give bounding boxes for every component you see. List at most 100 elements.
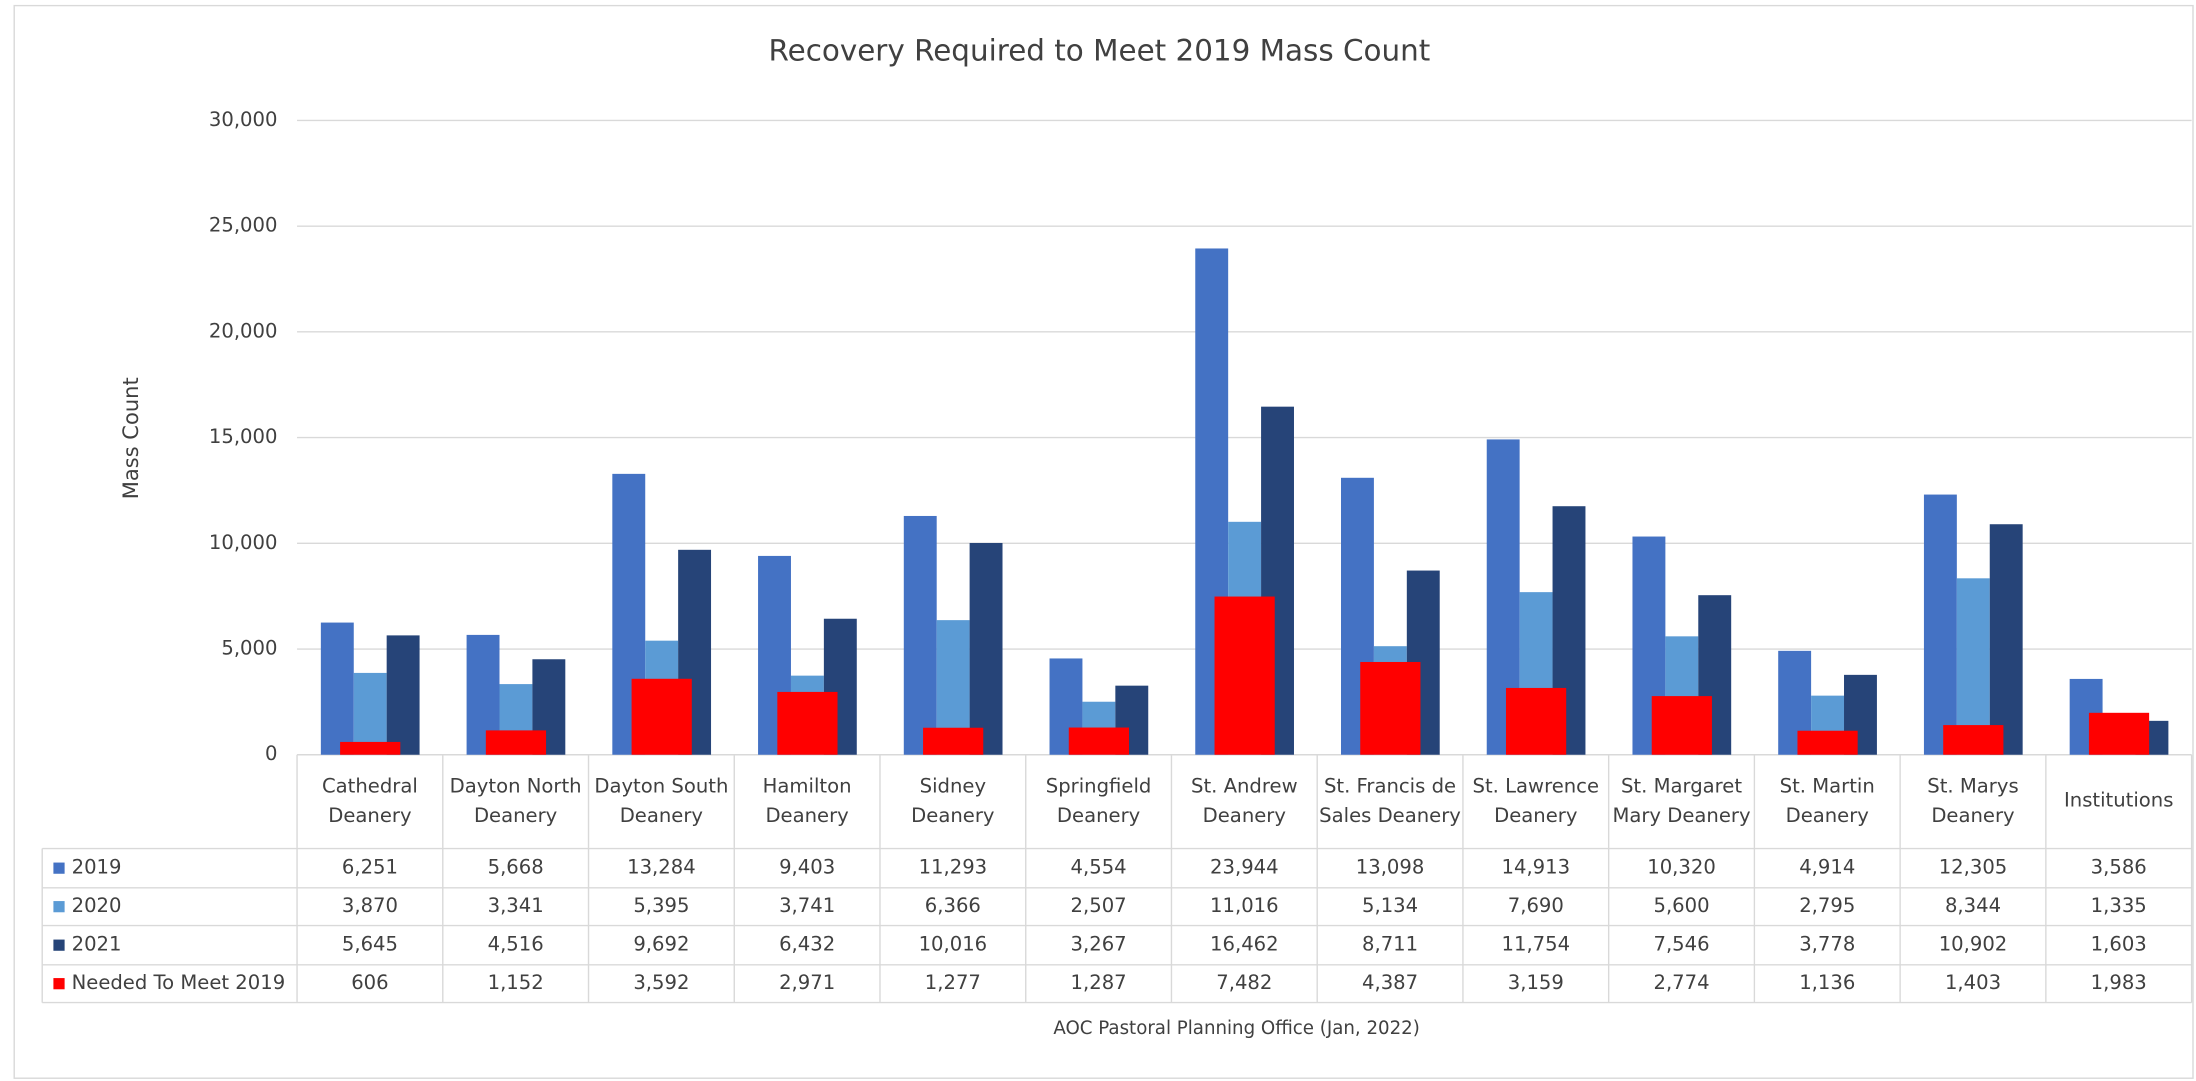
x-tick-label-box: St. Lawrence Deanery <box>1472 775 1600 827</box>
bar <box>1923 494 1957 755</box>
table-value: 10,320 <box>1647 856 1716 879</box>
table-value: 9,692 <box>633 933 689 956</box>
bar <box>1360 661 1421 755</box>
bar <box>1651 696 1712 755</box>
x-tick-label-box: St. Martin Deanery <box>1779 775 1875 827</box>
table-value: 606 <box>351 971 388 994</box>
table-value: 2,507 <box>1071 894 1127 917</box>
table-value: 7,546 <box>1653 933 1709 956</box>
x-tick-label: Hamilton Deanery <box>762 775 852 827</box>
table-value: 8,344 <box>1945 894 2001 917</box>
bar <box>1214 596 1275 755</box>
legend-label: 2020 <box>72 894 122 917</box>
x-tick-label-box: Institutions <box>2064 790 2173 812</box>
table-value: 7,482 <box>1216 971 1272 994</box>
bar <box>320 622 354 755</box>
bar <box>353 672 387 755</box>
table-value: 4,554 <box>1071 856 1127 879</box>
x-tick-label: St. Francis de Sales Deanery <box>1319 775 1461 827</box>
x-tick-label-box: Dayton North Deanery <box>449 775 582 827</box>
table-value: 3,267 <box>1071 933 1127 956</box>
x-tick-label-box: Sidney Deanery <box>911 775 995 827</box>
table-value: 5,668 <box>488 856 544 879</box>
x-tick-label-box: Hamilton Deanery <box>762 775 852 827</box>
x-tick-label-box: Springfield Deanery <box>1045 775 1152 827</box>
legend-swatch <box>53 978 65 990</box>
x-tick-label: Dayton North Deanery <box>449 775 582 827</box>
x-tick-label: Sidney Deanery <box>911 775 995 827</box>
chart-title: Recovery Required to Meet 2019 Mass Coun… <box>769 33 1431 67</box>
table-value: 1,603 <box>2091 933 2147 956</box>
table-value: 1,277 <box>925 971 981 994</box>
table-value: 1,136 <box>1799 971 1855 994</box>
legend-label: 2021 <box>72 933 122 956</box>
table-value: 1,983 <box>2091 971 2147 994</box>
table-value: 4,516 <box>488 933 544 956</box>
table-value: 13,098 <box>1356 856 1425 879</box>
bar <box>485 730 547 755</box>
table-value: 7,690 <box>1508 894 1564 917</box>
table-value: 16,462 <box>1210 933 1279 956</box>
x-tick-label-box: Dayton South Deanery <box>594 775 729 827</box>
bar <box>386 635 420 755</box>
bar <box>1505 687 1567 755</box>
x-tick-label: St. Lawrence Deanery <box>1472 775 1600 827</box>
table-value: 6,366 <box>925 894 981 917</box>
table-value: 10,016 <box>919 933 988 956</box>
table-value: 1,403 <box>1945 971 2001 994</box>
table-value: 1,335 <box>2091 894 2147 917</box>
legend-swatch <box>53 862 65 874</box>
table-value: 3,586 <box>2091 856 2147 879</box>
table-value: 3,741 <box>779 894 835 917</box>
bar <box>923 727 984 755</box>
bar <box>1797 730 1858 755</box>
bar <box>2088 712 2150 755</box>
legend-swatch <box>53 901 65 913</box>
table-value: 9,403 <box>779 856 835 879</box>
y-tick-label: 15,000 <box>209 425 278 448</box>
table-value: 4,387 <box>1362 971 1418 994</box>
bar <box>777 691 838 755</box>
x-tick-label: St. Andrew Deanery <box>1191 775 1298 827</box>
table-value: 11,754 <box>1502 933 1571 956</box>
x-tick-label-box: St. Francis de Sales Deanery <box>1319 775 1461 827</box>
table-value: 5,134 <box>1362 894 1418 917</box>
y-tick-label: 0 <box>265 742 277 765</box>
bar <box>903 515 937 755</box>
table-value: 11,293 <box>919 856 988 879</box>
y-tick-label: 5,000 <box>221 637 277 660</box>
x-tick-label-box: St. Margaret Mary Deanery <box>1612 775 1751 827</box>
legend-label: 2019 <box>72 856 122 879</box>
y-axis-label: Mass Count <box>119 377 143 499</box>
x-tick-label: St. Martin Deanery <box>1779 775 1875 827</box>
table-value: 5,645 <box>342 933 398 956</box>
table-value: 2,971 <box>779 971 835 994</box>
bar <box>340 741 401 755</box>
table-value: 1,152 <box>488 971 544 994</box>
data-table <box>41 754 2193 1004</box>
table-value: 3,159 <box>1508 971 1564 994</box>
table-value: 3,870 <box>342 894 398 917</box>
x-tick-label: Springfield Deanery <box>1045 775 1152 827</box>
x-tick-label-box: St. Andrew Deanery <box>1191 775 1298 827</box>
x-tick-label: St. Margaret Mary Deanery <box>1612 775 1751 827</box>
bar <box>1068 727 1129 755</box>
table-value: 5,600 <box>1653 894 1709 917</box>
bar <box>631 678 692 755</box>
x-tick-label: Dayton South Deanery <box>594 775 729 827</box>
table-value: 10,902 <box>1939 933 2008 956</box>
table-value: 3,778 <box>1799 933 1855 956</box>
y-tick-label: 30,000 <box>209 108 278 131</box>
x-tick-label: Cathedral Deanery <box>321 775 418 827</box>
table-value: 12,305 <box>1939 856 2008 879</box>
bar <box>1989 524 2023 755</box>
table-value: 3,592 <box>633 971 689 994</box>
legend-label: Needed To Meet 2019 <box>72 971 286 994</box>
bar <box>969 542 1003 755</box>
table-value: 5,395 <box>633 894 689 917</box>
x-tick-label: St. Marys Deanery <box>1927 775 2019 827</box>
x-tick-label-box: St. Marys Deanery <box>1927 775 2019 827</box>
table-value: 8,711 <box>1362 933 1418 956</box>
